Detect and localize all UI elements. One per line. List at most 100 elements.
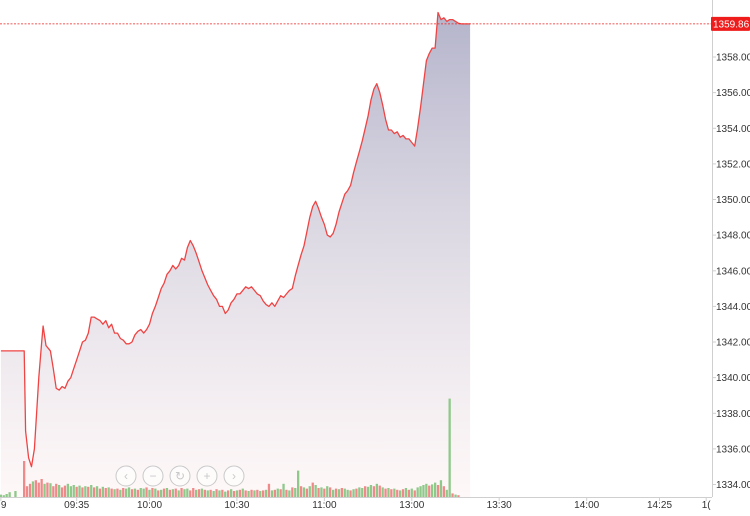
volume-bar [72,485,75,497]
x-tick-label: 11:00 [312,500,337,511]
volume-bar [203,489,206,497]
volume-bar [276,488,279,497]
volume-bar [160,489,163,497]
nav-button-ring [223,465,245,487]
volume-bar [288,490,291,497]
volume-bar [323,488,326,497]
last-price-badge-bg [711,16,750,31]
volume-bar [230,489,233,497]
volume-bar [442,486,445,497]
volume-bar [151,488,154,497]
nav-button-ring [169,465,191,487]
volume-bar [14,491,17,497]
price-line-layer [0,11,471,468]
volume-bar [264,489,268,497]
nav-button-ring [142,465,164,487]
volume-bar [320,487,323,497]
volume-bar [186,488,189,497]
volume-bar [209,489,212,497]
volume-bar [66,483,69,497]
chevron-left-button[interactable]: ‹ [115,465,137,487]
price-area-fill [0,12,471,497]
volume-bar [349,490,352,497]
y-tick-label: 1342.00 [716,338,750,349]
volume-bar [247,491,250,497]
y-tick-label: 1340.00 [716,373,750,384]
zoom-out-button[interactable]: − [142,465,164,487]
volume-bar [361,488,364,497]
chart-navigator[interactable]: ‹ − ↻ + › [115,465,245,487]
volume-bar [396,489,399,497]
y-tick-label: 1358.00 [716,53,750,64]
x-tick-label: 14:25 [647,500,672,511]
volume-bar [34,480,37,497]
volume-bar [200,488,204,497]
volume-bar [431,484,434,497]
volume-bar [113,489,116,497]
volume-bar [110,488,113,497]
volume-bar [299,486,303,497]
volume-bar [125,488,128,497]
volume-bars [0,398,460,497]
volume-bar [413,490,416,497]
volume-bar [197,489,201,497]
chevron-right-button[interactable]: › [223,465,245,487]
volume-bar [372,486,376,497]
volume-bar [364,486,367,497]
reset-button[interactable]: ↻ [169,465,191,487]
volume-bar [139,488,142,497]
volume-bar [142,488,145,497]
volume-bar [78,485,81,497]
volume-bar [422,485,425,497]
volume-bar [256,489,259,497]
volume-bar [381,487,384,497]
volume-bar [63,485,67,497]
volume-bar [119,489,122,497]
volume-bar [75,486,78,497]
volume-bar [180,488,183,497]
reset-icon: ↻ [175,469,185,483]
volume-bar [244,490,247,497]
volume-bar [212,491,215,497]
volume-bar [378,485,381,497]
volume-bar [404,488,408,497]
volume-bar [145,487,148,497]
volume-bar [369,485,373,497]
y-tick-label: 1336.00 [716,444,750,455]
volume-bar [157,490,160,497]
volume-bar [2,495,5,497]
volume-bar [451,493,454,497]
zoom-in-button[interactable]: + [196,465,218,487]
volume-bar [28,483,32,497]
volume-bar [174,488,177,497]
volume-bar [294,488,297,497]
volume-bar [282,483,285,497]
volume-bar [171,489,174,497]
volume-bar [340,488,343,497]
zoom-in-icon: + [203,469,210,483]
volume-bar [305,488,308,497]
volume-bar [262,490,265,497]
chevron-left-icon: ‹ [124,469,128,483]
volume-bar [227,490,230,497]
y-tick-label: 1344.00 [716,302,750,313]
volume-bar [401,489,405,497]
volume-bar [390,489,393,497]
volume-bar [162,488,166,497]
volume-bar [168,489,171,497]
volume-bar [195,489,198,497]
volume-bar [326,486,329,497]
volume-bar [183,489,186,497]
volume-bar [192,488,195,497]
volume-bar [154,488,157,497]
y-tick-label: 1346.00 [716,266,750,277]
volume-bar [189,490,192,497]
volume-bar [343,488,346,497]
volume-bar [224,491,227,497]
volume-bar [87,486,90,497]
volume-bar [104,488,107,497]
volume-bar [448,398,451,497]
volume-bar [366,486,370,497]
